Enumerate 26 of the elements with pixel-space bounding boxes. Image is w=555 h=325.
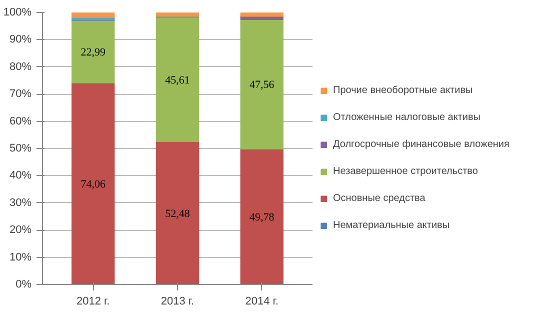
- x-tick-label: 2012 г.: [76, 296, 110, 308]
- legend-label: Незавершенное строительство: [333, 166, 478, 177]
- y-tick-label: 50%: [9, 142, 32, 154]
- data-label: 49,78: [250, 212, 275, 224]
- data-label: 22,99: [80, 46, 106, 59]
- y-tick-label: 0%: [16, 278, 32, 290]
- y-tick-label: 40%: [9, 170, 32, 182]
- y-tick-label: 90%: [9, 34, 32, 46]
- y-tick-label: 20%: [9, 224, 32, 236]
- data-label: 47,56: [250, 79, 275, 92]
- legend-label: Нематериальные активы: [333, 220, 450, 231]
- legend-label: Долгосрочные финансовые вложения: [333, 139, 510, 150]
- y-tick-label: 30%: [9, 196, 32, 209]
- y-tick-label: 80%: [9, 60, 32, 73]
- x-tick-label: 2014 г.: [245, 296, 279, 308]
- legend-label: Отложенные налоговые активы: [333, 112, 480, 123]
- legend-label: Прочие внеоборотные активы: [333, 85, 473, 96]
- x-tick-label: 2013 г.: [160, 296, 194, 308]
- data-label: 74,06: [80, 178, 106, 191]
- y-tick-label: 60%: [9, 115, 32, 128]
- data-label: 52,48: [165, 208, 190, 220]
- y-tick-label: 70%: [9, 88, 32, 100]
- y-tick-label: 100%: [3, 6, 32, 18]
- legend-label: Основные средства: [333, 193, 426, 204]
- y-tick-label: 10%: [9, 251, 32, 264]
- data-label: 45,61: [165, 74, 190, 86]
